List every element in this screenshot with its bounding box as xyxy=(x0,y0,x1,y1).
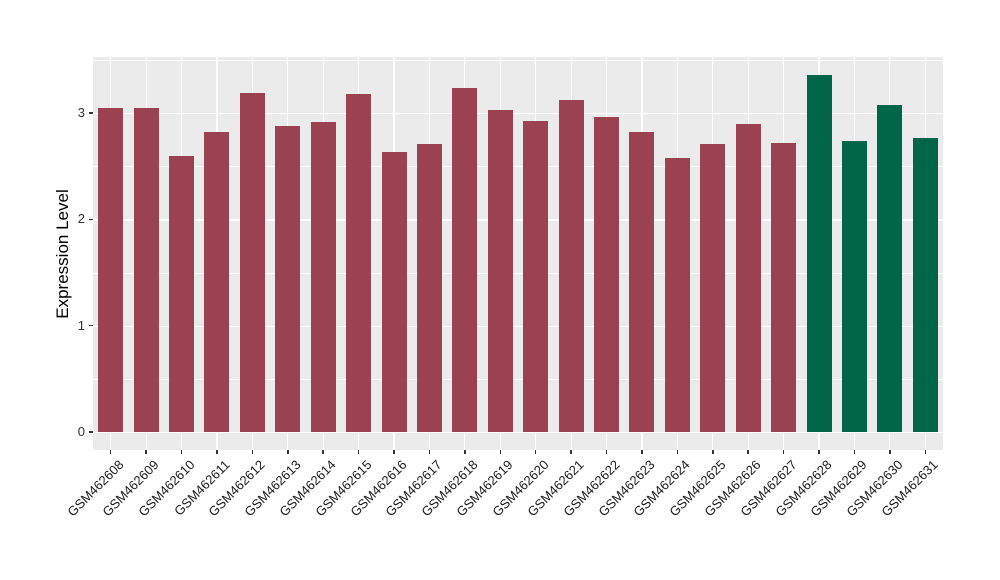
x-tick-mark xyxy=(570,450,572,454)
x-tick-mark xyxy=(853,450,856,454)
x-tick-mark xyxy=(109,450,112,454)
x-tick-mark xyxy=(499,450,502,454)
y-tick-label: 0 xyxy=(77,424,85,439)
x-tick-mark xyxy=(889,450,891,454)
x-tick-mark xyxy=(145,450,147,454)
y-tick-mark xyxy=(89,324,93,327)
bar xyxy=(204,132,230,432)
y-tick-label: 3 xyxy=(77,105,85,121)
bar xyxy=(346,93,372,432)
bar xyxy=(700,143,726,432)
y-tick-label: 2 xyxy=(77,211,85,227)
major-gridline xyxy=(93,432,943,434)
x-tick-mark xyxy=(712,450,714,454)
x-tick-mark xyxy=(357,450,360,454)
minor-gridline xyxy=(93,272,943,274)
major-gridline xyxy=(93,113,943,115)
bar xyxy=(310,121,336,432)
x-tick-mark xyxy=(676,450,679,454)
x-tick-mark xyxy=(287,450,289,454)
bar xyxy=(629,132,655,432)
bar xyxy=(487,109,513,432)
minor-gridline xyxy=(93,378,943,380)
x-tick-mark xyxy=(180,450,183,454)
bar xyxy=(239,92,265,432)
bar xyxy=(452,87,478,432)
x-tick-mark xyxy=(782,450,785,454)
bar xyxy=(133,107,159,432)
bar xyxy=(912,137,938,432)
minor-gridline xyxy=(93,59,943,61)
major-gridline xyxy=(93,219,943,221)
bar xyxy=(275,125,301,432)
x-tick-mark xyxy=(641,450,643,454)
bar xyxy=(558,100,584,432)
plot-panel xyxy=(93,57,943,450)
bar xyxy=(806,74,832,432)
bar xyxy=(877,104,903,432)
bar xyxy=(841,140,867,432)
y-tick-mark xyxy=(89,218,93,221)
bar xyxy=(771,142,797,432)
major-gridline xyxy=(93,325,943,328)
x-tick-mark xyxy=(216,450,218,454)
y-tick-mark xyxy=(89,431,93,433)
x-tick-mark xyxy=(534,450,537,454)
x-tick-mark xyxy=(924,450,927,454)
bar xyxy=(416,143,442,432)
minor-gridline xyxy=(93,166,943,168)
bar xyxy=(98,107,124,432)
x-tick-mark xyxy=(251,450,254,454)
x-tick-mark xyxy=(322,450,324,454)
x-tick-mark xyxy=(428,450,431,454)
bar xyxy=(735,123,761,432)
x-tick-mark xyxy=(393,450,395,454)
bar xyxy=(381,152,407,432)
bar xyxy=(523,120,549,432)
bar xyxy=(664,157,690,432)
x-tick-mark xyxy=(605,450,608,454)
x-tick-mark xyxy=(747,450,749,454)
y-tick-mark xyxy=(89,112,93,114)
bar xyxy=(169,155,195,432)
bar xyxy=(594,117,620,432)
x-tick-mark xyxy=(818,450,820,454)
y-tick-label: 1 xyxy=(77,317,85,333)
x-tick-mark xyxy=(464,450,466,454)
